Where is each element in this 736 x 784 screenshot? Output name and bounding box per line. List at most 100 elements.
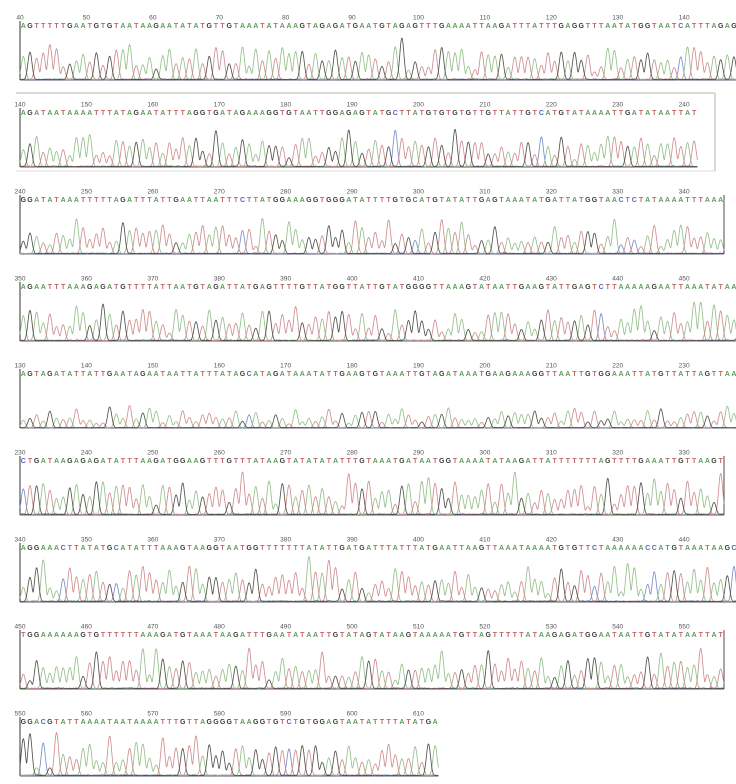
svg-text:A: A (506, 545, 511, 552)
svg-text:T: T (493, 632, 498, 639)
svg-text:T: T (220, 197, 225, 204)
svg-text:A: A (545, 632, 550, 639)
svg-text:T: T (174, 110, 179, 117)
svg-text:C: C (413, 197, 418, 204)
svg-text:T: T (699, 23, 704, 30)
svg-text:A: A (452, 284, 457, 291)
svg-text:G: G (107, 545, 113, 552)
svg-text:T: T (367, 110, 372, 117)
svg-text:T: T (599, 545, 604, 552)
svg-text:T: T (493, 110, 498, 117)
svg-text:A: A (346, 197, 351, 204)
svg-text:T: T (493, 545, 498, 552)
svg-text:T: T (519, 545, 524, 552)
svg-text:T: T (579, 545, 584, 552)
svg-text:G: G (67, 458, 73, 465)
svg-text:T: T (473, 284, 478, 291)
svg-text:A: A (107, 284, 112, 291)
svg-text:A: A (127, 110, 132, 117)
svg-text:T: T (386, 284, 391, 291)
svg-text:T: T (386, 545, 391, 552)
svg-text:G: G (559, 545, 565, 552)
svg-text:T: T (533, 110, 538, 117)
svg-text:T: T (267, 545, 272, 552)
svg-text:T: T (108, 197, 113, 204)
svg-text:C: C (240, 197, 245, 204)
svg-text:A: A (34, 284, 39, 291)
svg-text:T: T (672, 110, 677, 117)
svg-text:A: A (419, 458, 424, 465)
svg-text:A: A (426, 458, 431, 465)
svg-text:A: A (466, 23, 471, 30)
svg-text:220: 220 (546, 102, 557, 109)
svg-text:G: G (479, 197, 485, 204)
svg-text:A: A (300, 110, 305, 117)
svg-text:A: A (320, 371, 325, 378)
svg-text:T: T (539, 458, 544, 465)
svg-text:A: A (386, 458, 391, 465)
svg-text:350: 350 (14, 276, 25, 283)
svg-text:A: A (41, 545, 46, 552)
svg-text:A: A (658, 545, 663, 552)
svg-text:T: T (612, 284, 617, 291)
svg-text:G: G (419, 371, 425, 378)
svg-text:A: A (267, 458, 272, 465)
svg-text:A: A (692, 284, 697, 291)
svg-text:G: G (399, 458, 405, 465)
svg-text:A: A (147, 371, 152, 378)
svg-text:A: A (140, 23, 145, 30)
svg-text:T: T (353, 458, 358, 465)
svg-text:A: A (180, 197, 185, 204)
svg-text:G: G (180, 719, 186, 726)
svg-text:A: A (94, 545, 99, 552)
svg-text:A: A (320, 284, 325, 291)
svg-text:G: G (94, 458, 100, 465)
svg-text:T: T (220, 23, 225, 30)
svg-text:T: T (320, 632, 325, 639)
svg-text:T: T (61, 110, 66, 117)
svg-text:G: G (439, 110, 445, 117)
svg-text:G: G (226, 23, 232, 30)
svg-text:520: 520 (479, 624, 490, 631)
svg-text:A: A (479, 632, 484, 639)
svg-text:A: A (306, 545, 311, 552)
svg-text:G: G (479, 545, 485, 552)
svg-text:A: A (293, 23, 298, 30)
svg-text:A: A (379, 458, 384, 465)
svg-text:G: G (585, 197, 591, 204)
svg-text:T: T (373, 23, 378, 30)
svg-text:T: T (287, 458, 292, 465)
svg-text:T: T (413, 458, 418, 465)
svg-text:A: A (459, 458, 464, 465)
svg-text:T: T (559, 197, 564, 204)
svg-text:A: A (625, 371, 630, 378)
svg-text:T: T (194, 197, 199, 204)
svg-text:A: A (612, 197, 617, 204)
svg-text:T: T (214, 632, 219, 639)
svg-text:T: T (699, 632, 704, 639)
svg-text:G: G (34, 545, 40, 552)
svg-text:A: A (200, 632, 205, 639)
svg-text:A: A (193, 458, 198, 465)
svg-text:T: T (161, 371, 166, 378)
svg-text:T: T (652, 110, 657, 117)
svg-text:390: 390 (347, 537, 358, 544)
svg-text:T: T (685, 197, 690, 204)
svg-text:A: A (34, 197, 39, 204)
svg-text:A: A (134, 371, 139, 378)
svg-text:C: C (247, 371, 252, 378)
svg-text:A: A (207, 197, 212, 204)
svg-text:A: A (698, 371, 703, 378)
svg-text:G: G (466, 284, 472, 291)
svg-text:T: T (400, 110, 405, 117)
svg-text:A: A (413, 719, 418, 726)
svg-text:230: 230 (679, 363, 690, 370)
svg-text:T: T (513, 110, 518, 117)
svg-text:T: T (307, 23, 312, 30)
svg-text:A: A (154, 371, 159, 378)
svg-text:A: A (320, 545, 325, 552)
svg-text:T: T (665, 545, 670, 552)
svg-text:T: T (386, 197, 391, 204)
svg-text:A: A (658, 23, 663, 30)
svg-text:450: 450 (14, 624, 25, 631)
